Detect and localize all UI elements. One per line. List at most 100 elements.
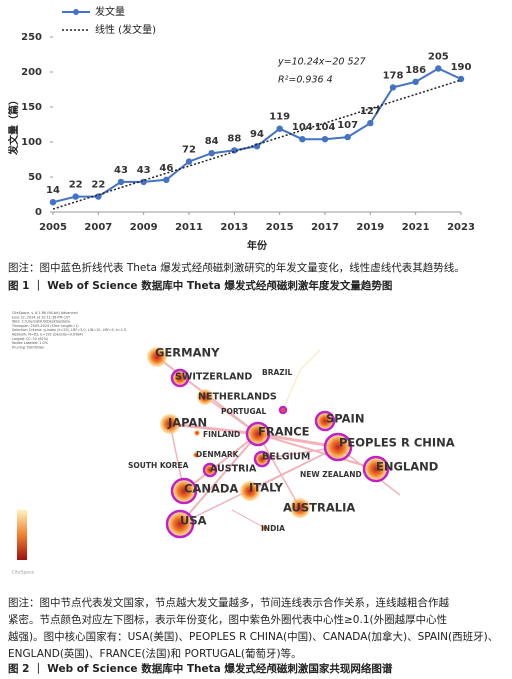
logo: CiteSpace bbox=[12, 570, 35, 576]
y-tick-label: 50 bbox=[28, 172, 42, 183]
value-label: 127 bbox=[360, 106, 381, 117]
figure-note: ENGLAND(英国)、FRANCE(法国)和 PORTUGAL(葡萄牙)等。 bbox=[8, 647, 302, 660]
figure-title: 图 1 ｜ Web of Science 数据库中 Theta 爆发式经颅磁刺激… bbox=[8, 279, 392, 292]
x-tick-label: 2007 bbox=[84, 222, 112, 233]
node-label: BELGIUM bbox=[262, 452, 310, 463]
value-label: 190 bbox=[451, 62, 472, 73]
network-node bbox=[262, 525, 268, 531]
node-label: SWITZERLAND bbox=[175, 372, 252, 383]
value-label: 107 bbox=[337, 120, 358, 131]
meta-text: WoS: C:\Users\ASUS\Desktop\data bbox=[12, 320, 70, 324]
figure-title: 图 2 ｜ Web of Science 数据库中 Theta 爆发式经颅磁刺激… bbox=[8, 662, 393, 675]
legend-marker bbox=[73, 9, 79, 15]
data-point bbox=[208, 150, 215, 157]
x-tick-label: 2019 bbox=[356, 222, 384, 233]
data-point bbox=[276, 125, 283, 132]
value-label: 46 bbox=[159, 163, 173, 174]
data-point bbox=[344, 133, 351, 141]
node-label: GERMANY bbox=[155, 346, 220, 360]
figure-note: 图注：图中节点代表发文国家，节点越大发文量越多，节间连线表示合作关系，连线越粗合… bbox=[8, 596, 449, 609]
network-node bbox=[170, 368, 190, 388]
trend-line bbox=[52, 79, 462, 210]
value-label: 205 bbox=[428, 52, 449, 63]
value-label: 104 bbox=[292, 122, 313, 133]
data-point bbox=[435, 65, 442, 72]
annotation: y=10.24x−20 527 bbox=[277, 57, 366, 68]
network-node bbox=[147, 347, 167, 367]
network-node bbox=[193, 452, 199, 458]
value-label: 94 bbox=[250, 129, 264, 140]
node-label: FRANCE bbox=[258, 425, 310, 439]
node-label: SOUTH KOREA bbox=[128, 461, 189, 470]
value-label: 43 bbox=[114, 165, 128, 176]
node-label: CANADA bbox=[184, 482, 238, 496]
value-label: 178 bbox=[383, 70, 404, 81]
data-point bbox=[72, 193, 79, 200]
x-tick-label: 2023 bbox=[447, 222, 475, 233]
value-label: 14 bbox=[46, 185, 60, 196]
value-label: 104 bbox=[315, 122, 336, 133]
node-label: PEOPLES R CHINA bbox=[339, 436, 455, 450]
y-tick-label: 250 bbox=[21, 32, 42, 43]
y-axis-title: 发文量（篇） bbox=[7, 95, 20, 156]
data-point bbox=[299, 136, 306, 143]
node-label: INDIA bbox=[261, 524, 285, 533]
network-node bbox=[160, 414, 180, 434]
data-point bbox=[185, 158, 193, 165]
network-node bbox=[165, 509, 195, 539]
node-label: USA bbox=[180, 514, 207, 528]
y-tick-label: 150 bbox=[21, 102, 42, 113]
data-point bbox=[321, 136, 329, 143]
meta-text: Network: N=63, E=192 (Density=0.0984) bbox=[12, 333, 84, 337]
node-label: DENMARK bbox=[196, 450, 240, 459]
value-label: 22 bbox=[91, 180, 105, 191]
x-tick-label: 2011 bbox=[175, 222, 203, 233]
meta-text: CiteSpace, v. 6.1.R6 (64-bit) Advanced bbox=[12, 311, 78, 315]
meta-text: Nodes Labeled: 1.0% bbox=[12, 341, 49, 345]
figure-note: 紧密。节点颜色对应左下图标，表示年份变化，图中紫色外圈代表中心性≥0.1(外圈越… bbox=[8, 613, 447, 626]
node-label: SPAIN bbox=[326, 412, 364, 426]
network-node bbox=[314, 410, 336, 432]
x-axis-title: 年份 bbox=[247, 239, 268, 252]
value-label: 72 bbox=[182, 145, 196, 156]
node-label: NEW ZEALAND bbox=[300, 470, 362, 479]
network-node bbox=[197, 389, 213, 405]
node-label: NETHERLANDS bbox=[198, 392, 277, 403]
y-tick-label: 100 bbox=[21, 137, 42, 148]
y-tick-label: 0 bbox=[35, 207, 42, 218]
x-tick-label: 2021 bbox=[402, 222, 430, 233]
value-label: 43 bbox=[137, 165, 151, 176]
node-label: FINLAND bbox=[203, 430, 240, 439]
data-point bbox=[457, 75, 465, 83]
meta-text: Timespan: 2005-2024 (Slice Length=1) bbox=[11, 324, 79, 328]
network-node bbox=[278, 405, 288, 415]
network-node bbox=[194, 430, 200, 436]
x-tick-label: 2015 bbox=[266, 222, 294, 233]
node-label: ITALY bbox=[249, 481, 284, 495]
node-label: AUSTRALIA bbox=[283, 501, 355, 515]
node-label: PORTUGAL bbox=[221, 407, 266, 416]
data-point bbox=[49, 199, 57, 206]
x-tick-label: 2013 bbox=[220, 222, 248, 233]
node-label: BRAZIL bbox=[262, 368, 293, 377]
node-label: JAPAN bbox=[167, 416, 207, 430]
color-legend bbox=[17, 510, 27, 560]
value-label: 119 bbox=[269, 112, 290, 123]
network-node bbox=[245, 421, 271, 447]
figure-note: 图注：图中蓝色折线代表 Theta 爆发式经颅磁刺激研究的年发文量变化，线性虚线… bbox=[8, 261, 465, 274]
data-point bbox=[367, 119, 374, 127]
meta-text: June 22, 2024 at 10:11:36 PM CST bbox=[11, 315, 71, 319]
network-node bbox=[362, 455, 390, 483]
value-label: 84 bbox=[205, 136, 219, 147]
network-node bbox=[253, 450, 271, 468]
network-node bbox=[240, 481, 260, 501]
value-label: 186 bbox=[405, 65, 426, 76]
legend-label: 发文量 bbox=[95, 5, 125, 18]
network-node bbox=[202, 462, 218, 478]
meta-text: Selection Criteria: g-index (k=25), LRF=… bbox=[12, 328, 126, 332]
network-node bbox=[323, 432, 353, 462]
data-point bbox=[163, 176, 170, 183]
x-tick-label: 2005 bbox=[39, 222, 67, 233]
x-tick-label: 2017 bbox=[311, 222, 339, 233]
data-point bbox=[117, 178, 125, 186]
